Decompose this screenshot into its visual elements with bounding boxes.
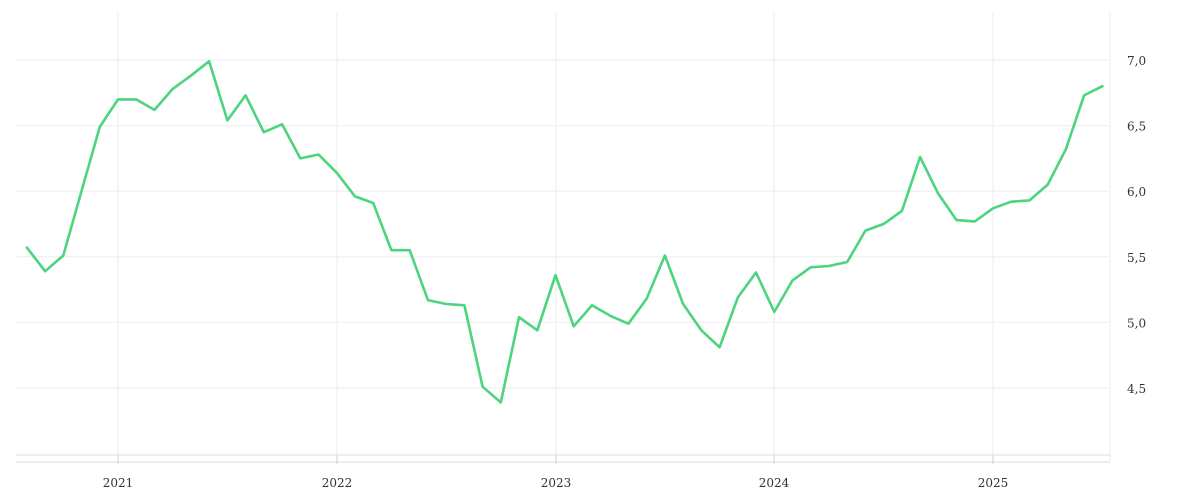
y-tick-label: 5,5 (1127, 251, 1146, 265)
x-tick-label: 2025 (978, 476, 1009, 490)
grid-lines (16, 12, 1110, 455)
series-lines (25, 59, 1104, 404)
series-line (25, 59, 1104, 404)
y-tick-label: 6,5 (1127, 120, 1146, 134)
x-tick-label: 2023 (541, 476, 572, 490)
x-tick-label: 2024 (759, 476, 790, 490)
y-tick-label: 5,0 (1127, 316, 1146, 330)
x-tick-label: 2022 (322, 476, 353, 490)
x-tick-label: 2021 (103, 476, 134, 490)
y-tick-label: 6,0 (1127, 185, 1146, 199)
axes (16, 12, 1111, 464)
tick-labels: 4,5 5,0 5,5 6,0 6,5 7,0 2021 2022 2023 2024 2025 (103, 54, 1146, 490)
y-tick-label: 7,0 (1127, 54, 1146, 68)
y-tick-label: 4,5 (1127, 382, 1146, 396)
